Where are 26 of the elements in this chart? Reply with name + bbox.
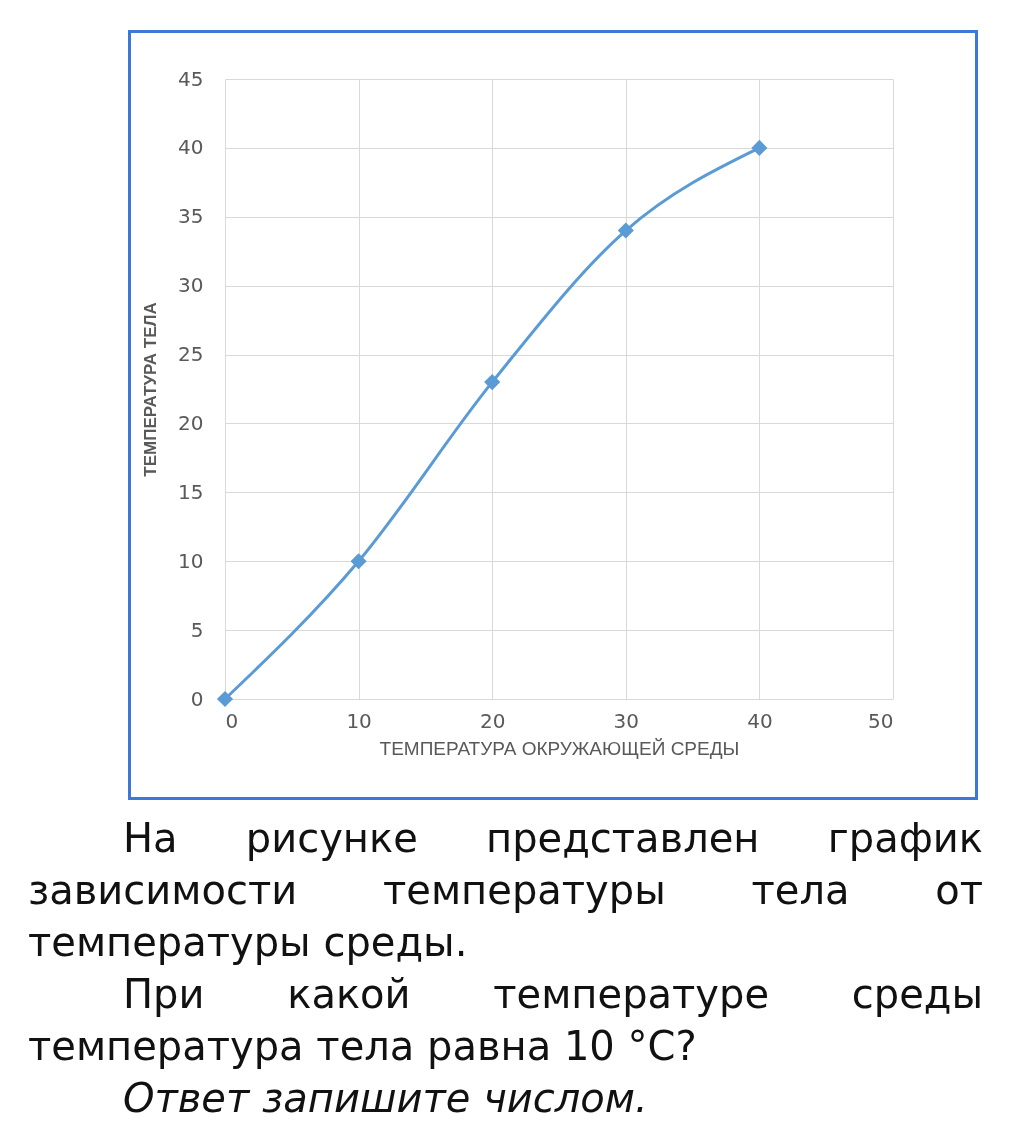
point — [484, 374, 501, 391]
y-tick-label: 45 — [178, 66, 204, 91]
y-tick-label: 15 — [178, 479, 204, 504]
x-axis-title: ТЕМПЕРАТУРА ОКРУЖАЮЩЕЙ СРЕДЫ — [379, 737, 740, 759]
text: Ответ запишите числом. — [122, 1074, 649, 1123]
point — [751, 139, 768, 156]
y-tick-label: 10 — [178, 548, 204, 573]
x-tick-label: 50 — [868, 708, 894, 733]
point — [350, 553, 367, 570]
y-tick-label: 25 — [178, 342, 204, 367]
y-tick-label: 30 — [178, 273, 204, 298]
point — [216, 690, 234, 708]
y-tick-label: 20 — [178, 410, 204, 435]
x-tick-label: 40 — [747, 708, 773, 733]
y-tick-label: 0 — [190, 686, 204, 711]
point — [617, 222, 634, 239]
y-tick-label: 35 — [178, 204, 204, 229]
y-tick-label: 5 — [190, 617, 204, 642]
x-tick-label: 20 — [479, 708, 506, 733]
x-tick-label: 10 — [346, 708, 372, 733]
x-tick-label: 0 — [225, 708, 239, 733]
x-tick-label: 30 — [613, 708, 640, 733]
text: При какой температуре среды температура тела равна 10 °C? — [28, 970, 983, 1071]
text: На рисунке представлен график зависимости температуры тела от температуры среды. — [28, 814, 983, 967]
y-axis-title: ТЕМПЕРАТУРА ТЕЛА — [141, 302, 161, 477]
y-tick-label: 40 — [178, 135, 204, 160]
